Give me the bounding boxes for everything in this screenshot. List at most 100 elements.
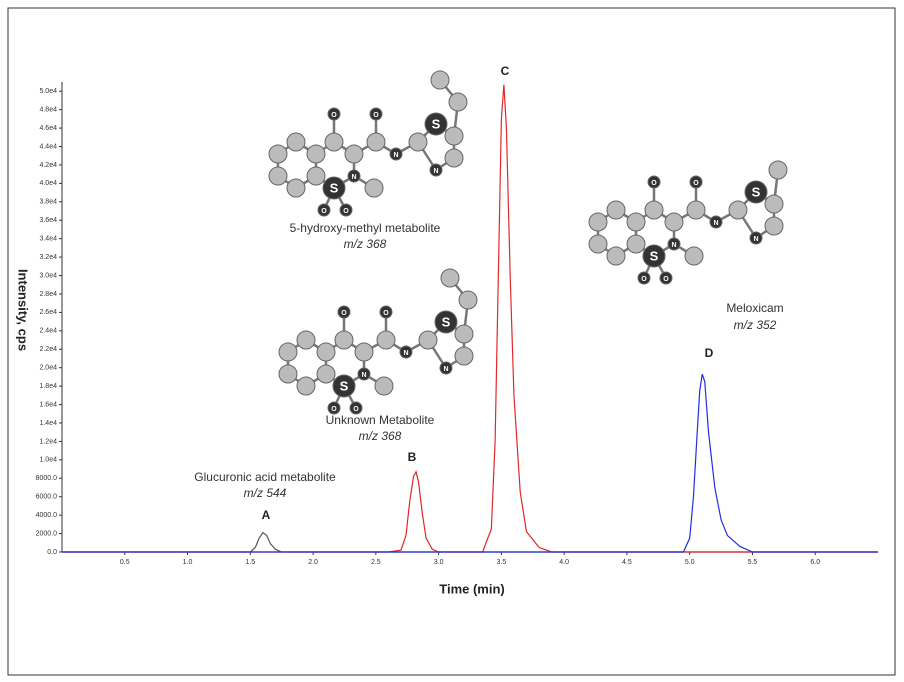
atom: [687, 201, 705, 219]
y-tick-label: 4000.0: [36, 512, 58, 519]
y-tick-label: 1.6e4: [39, 401, 57, 408]
atom: [367, 133, 385, 151]
compound-mz: m/z 368: [359, 429, 402, 443]
y-tick-label: 5.0e4: [39, 88, 57, 95]
atom: [729, 201, 747, 219]
atom: [325, 133, 343, 151]
atom: [607, 201, 625, 219]
atom-label: N: [403, 350, 408, 357]
x-tick-label: 4.5: [622, 559, 632, 566]
peak-label: B: [408, 450, 417, 464]
atom-label: O: [693, 180, 699, 187]
atom: [589, 235, 607, 253]
atom-label: N: [433, 168, 438, 175]
atom: [607, 247, 625, 265]
y-tick-label: 2.8e4: [39, 291, 57, 298]
atom-label: N: [713, 220, 718, 227]
atom: [627, 213, 645, 231]
atom-label: O: [383, 310, 389, 317]
atom-label: O: [343, 208, 349, 215]
atom: [765, 217, 783, 235]
atom-label: S: [752, 184, 761, 199]
atom: [365, 179, 383, 197]
x-tick-label: 1.0: [183, 559, 193, 566]
y-tick-label: 4.4e4: [39, 143, 57, 150]
peak-label: D: [705, 346, 714, 360]
y-tick-label: 3.2e4: [39, 254, 57, 261]
atom: [287, 133, 305, 151]
atom-label: S: [442, 314, 451, 329]
peak-label: A: [262, 508, 271, 522]
y-tick-label: 2.2e4: [39, 346, 57, 353]
y-tick-label: 2.4e4: [39, 328, 57, 335]
atom: [441, 269, 459, 287]
atom: [307, 167, 325, 185]
atom: [459, 291, 477, 309]
x-tick-label: 2.5: [371, 559, 381, 566]
y-tick-label: 8000.0: [36, 475, 58, 482]
atom: [269, 145, 287, 163]
atom: [685, 247, 703, 265]
y-tick-label: 2000.0: [36, 530, 58, 537]
atom-label: N: [671, 242, 676, 249]
atom: [355, 343, 373, 361]
atom-label: O: [651, 180, 657, 187]
atom: [375, 377, 393, 395]
atom: [297, 377, 315, 395]
compound-name: Glucuronic acid metabolite: [194, 470, 336, 484]
x-tick-label: 4.0: [559, 559, 569, 566]
atom: [665, 213, 683, 231]
atom: [627, 235, 645, 253]
atom: [455, 347, 473, 365]
atom: [377, 331, 395, 349]
atom: [335, 331, 353, 349]
x-tick-label: 0.5: [120, 559, 130, 566]
y-tick-label: 1.0e4: [39, 457, 57, 464]
atom: [419, 331, 437, 349]
atom: [455, 325, 473, 343]
compound-mz: m/z 544: [244, 486, 287, 500]
atom-label: N: [443, 366, 448, 373]
atom-label: O: [373, 112, 379, 119]
atom: [645, 201, 663, 219]
y-tick-label: 1.4e4: [39, 420, 57, 427]
atom: [445, 127, 463, 145]
atom: [269, 167, 287, 185]
y-tick-label: 3.6e4: [39, 217, 57, 224]
x-axis-title: Time (min): [439, 581, 505, 596]
atom: [317, 365, 335, 383]
atom-label: N: [361, 372, 366, 379]
atom: [279, 365, 297, 383]
atom: [589, 213, 607, 231]
y-tick-label: 3.8e4: [39, 199, 57, 206]
atom-label: O: [353, 406, 359, 413]
atom: [449, 93, 467, 111]
atom-label: N: [753, 236, 758, 243]
atom: [317, 343, 335, 361]
x-tick-label: 3.0: [434, 559, 444, 566]
atom-label: O: [641, 276, 647, 283]
y-tick-label: 1.2e4: [39, 438, 57, 445]
atom-label: S: [432, 116, 441, 131]
atom: [765, 195, 783, 213]
x-tick-label: 3.5: [497, 559, 507, 566]
y-tick-label: 4.2e4: [39, 162, 57, 169]
y-tick-label: 2.6e4: [39, 309, 57, 316]
compound-name: Meloxicam: [726, 301, 783, 315]
y-tick-label: 4.6e4: [39, 125, 57, 132]
atom: [445, 149, 463, 167]
compound-name: Unknown Metabolite: [326, 413, 435, 427]
y-tick-label: 4.0e4: [39, 180, 57, 187]
atom-label: S: [650, 248, 659, 263]
y-tick-label: 3.0e4: [39, 272, 57, 279]
y-tick-label: 2.0e4: [39, 365, 57, 372]
atom-label: O: [331, 406, 337, 413]
atom-label: O: [341, 310, 347, 317]
y-tick-label: 3.4e4: [39, 236, 57, 243]
atom-label: O: [663, 276, 669, 283]
x-tick-label: 6.0: [810, 559, 820, 566]
atom-label: S: [330, 180, 339, 195]
chart: NSOOOONSNNSOOOONSNNSOOOONSN Time (min) I…: [0, 0, 904, 682]
peak-label: C: [501, 64, 510, 78]
compound-name: 5-hydroxy-methyl metabolite: [290, 221, 441, 235]
